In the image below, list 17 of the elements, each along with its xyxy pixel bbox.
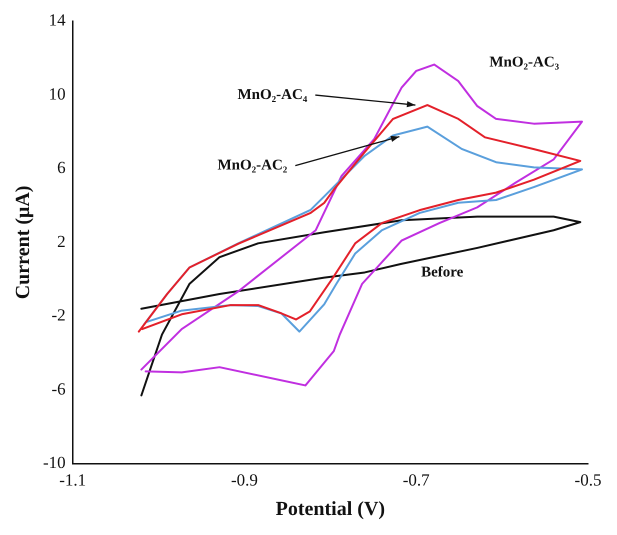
y-tick-label: 14 — [48, 10, 66, 30]
y-tick-label: 6 — [57, 158, 66, 178]
series-label: Before — [421, 264, 464, 280]
text: MnO₂-AC₃ — [489, 54, 560, 70]
y-tick-label: -6 — [51, 379, 66, 398]
x-axis-title: Potential (V) — [276, 498, 386, 520]
y-tick-label: -10 — [42, 453, 66, 472]
text: MnO₂-AC₂ — [217, 158, 288, 174]
x-tick-label: -0.9 — [230, 470, 258, 490]
x-tick-label: -1.1 — [59, 470, 86, 490]
y-tick-label: 10 — [48, 84, 66, 104]
text: MnO₂-AC₄ — [237, 86, 308, 103]
x-tick-label: -0.7 — [402, 470, 430, 490]
y-tick-label: -2 — [51, 306, 66, 325]
y-axis-title: Current (μA) — [12, 186, 34, 300]
x-tick-label: -0.5 — [574, 470, 602, 490]
y-tick-label: 2 — [57, 232, 66, 251]
